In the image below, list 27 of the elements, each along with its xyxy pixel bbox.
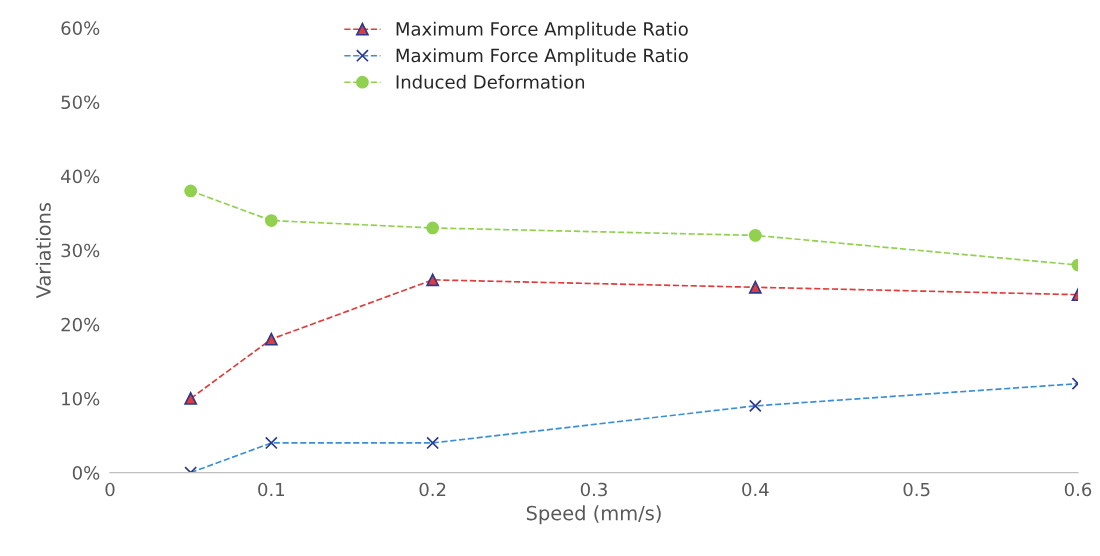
y-tick-label: 0%: [72, 466, 100, 480]
y-tick-label: 50%: [61, 95, 100, 110]
y-tick-label: 40%: [61, 169, 100, 184]
x-tick-label: 0.1: [258, 482, 285, 497]
x-axis-title: Speed (mm/s): [526, 505, 661, 525]
x-tick-label: 0.6: [1064, 482, 1092, 497]
x-tick-label: 0.3: [580, 482, 607, 497]
x-tick-label: 0: [105, 482, 115, 497]
y-tick-label: 60%: [61, 21, 100, 35]
y-axis-title: Variations: [35, 202, 51, 299]
legend-label: Maximum Force Amplitude Ratio: [396, 21, 688, 40]
legend-label: Induced Deformation: [396, 74, 585, 89]
y-tick-label: 10%: [62, 391, 100, 406]
x-tick-label: 0.2: [419, 482, 446, 497]
point: [264, 332, 278, 346]
legend-label: Maximum Force Amplitude Ratio: [396, 48, 688, 66]
y-tick-label: 30%: [61, 243, 100, 258]
x-tick-label: 0.4: [742, 482, 769, 497]
point: [426, 221, 440, 235]
point: [264, 214, 278, 227]
y-tick-label: 20%: [61, 317, 100, 332]
point: [426, 273, 440, 287]
point: [748, 228, 762, 242]
point: [748, 280, 762, 294]
point: [184, 184, 198, 198]
x-tick-label: 0.5: [903, 482, 930, 497]
point: [184, 392, 198, 405]
